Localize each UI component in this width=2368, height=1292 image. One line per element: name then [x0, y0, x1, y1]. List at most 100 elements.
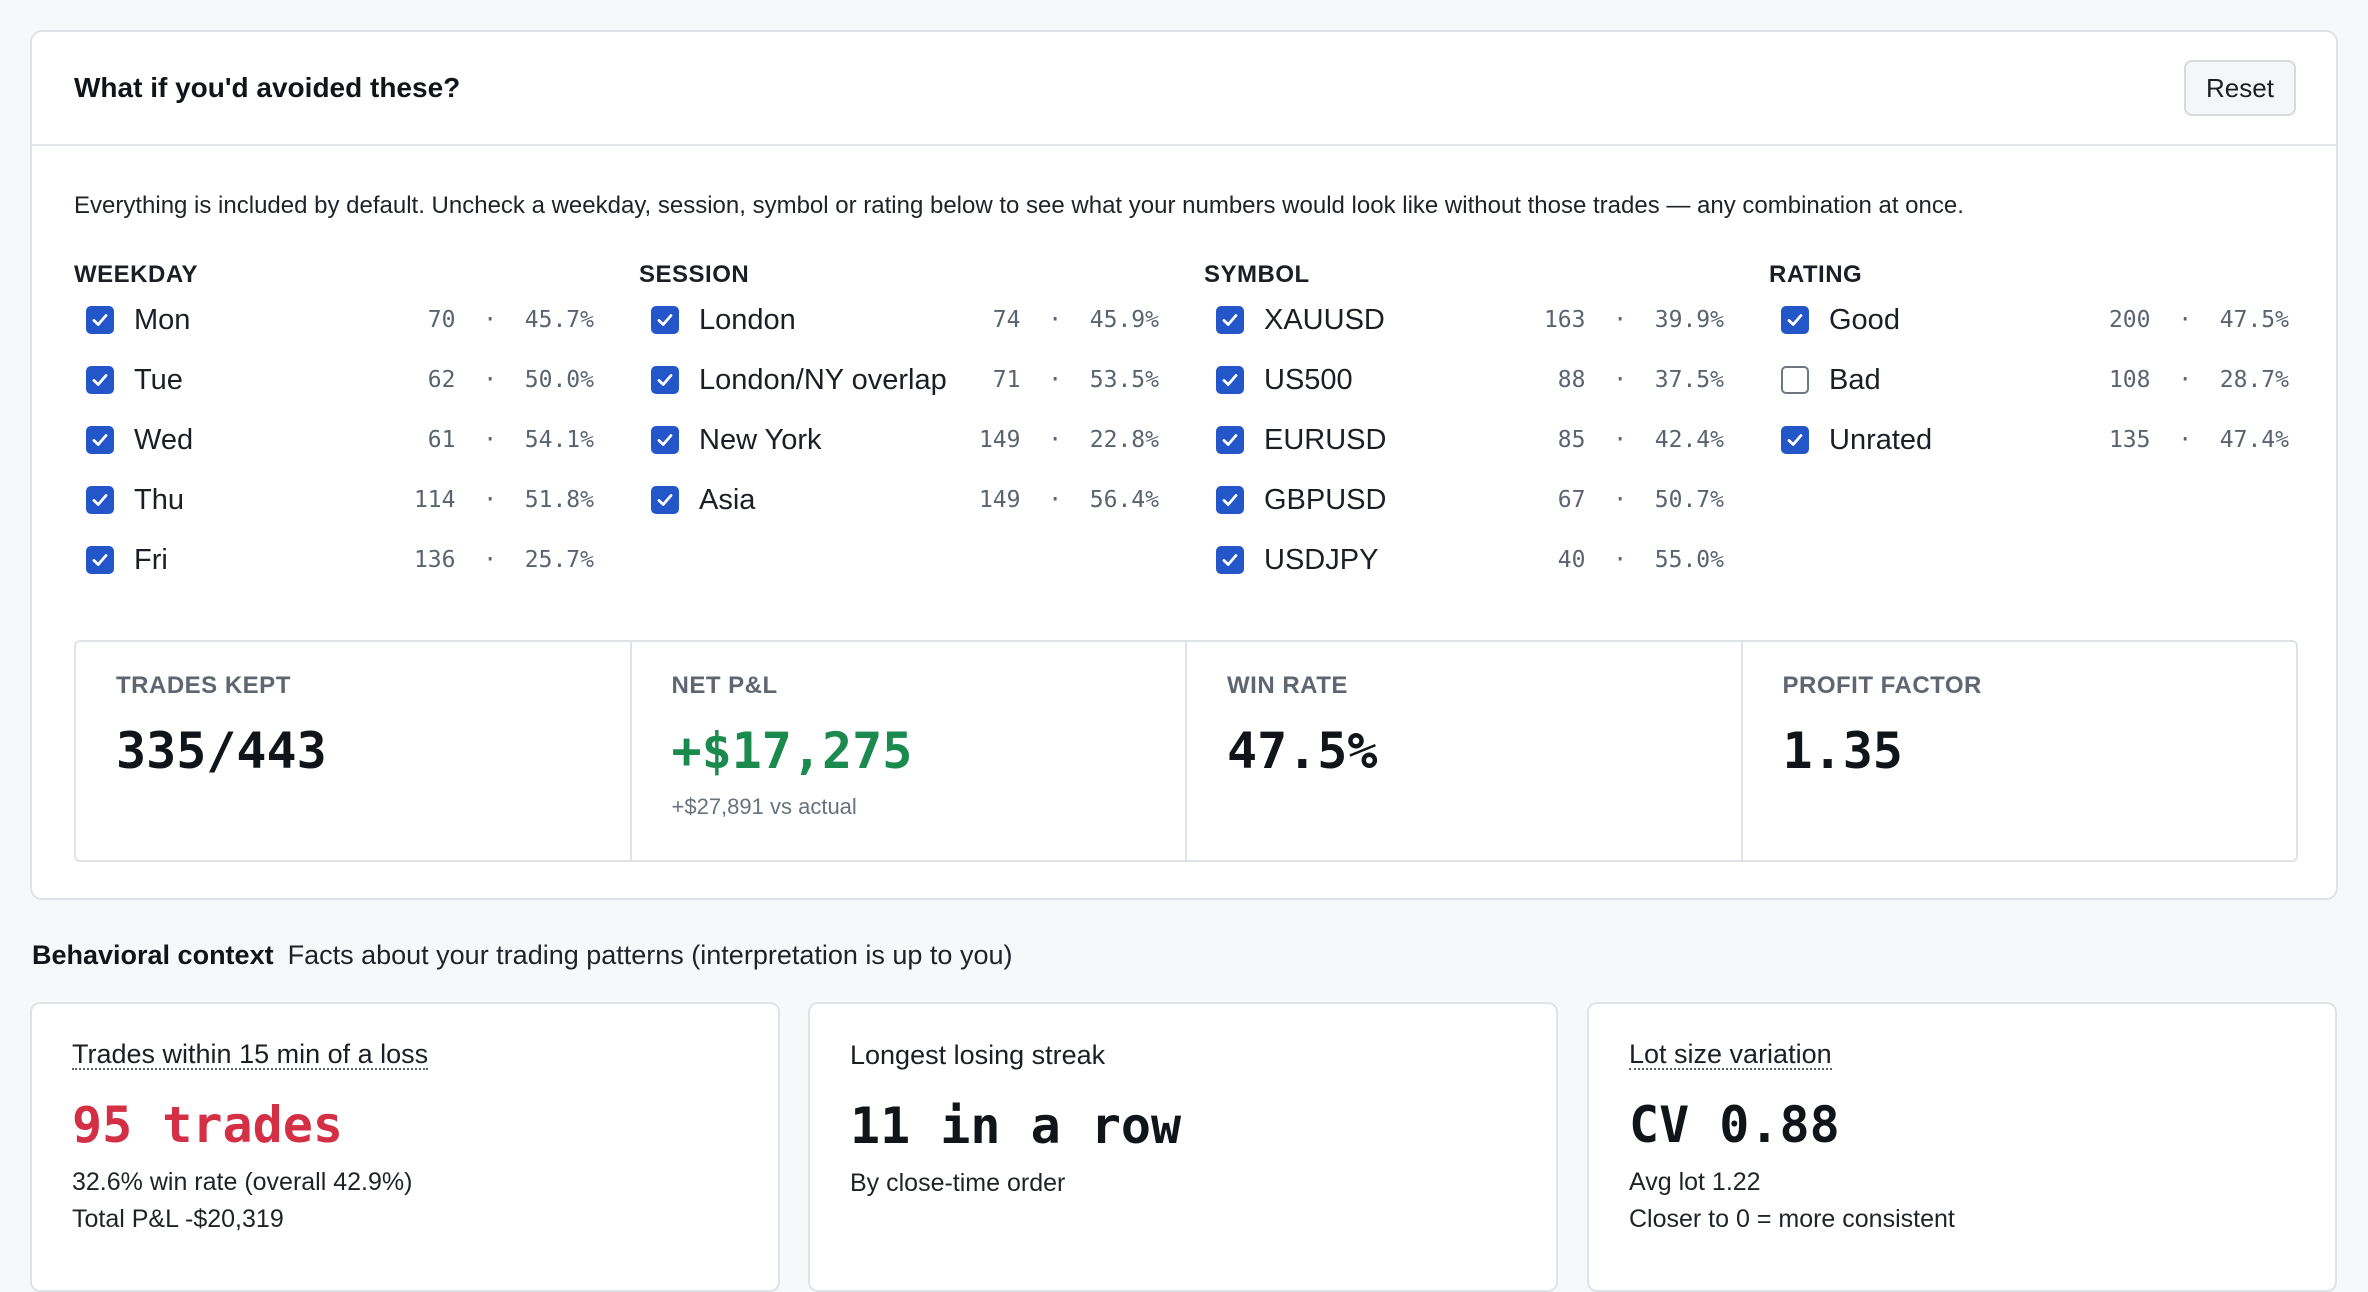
behavior-card-value: 11 in a row	[850, 1097, 1182, 1155]
behavior-card-title[interactable]: Lot size variation	[1629, 1039, 1832, 1071]
checkmark-icon	[657, 494, 673, 506]
checkbox[interactable]	[1216, 486, 1244, 514]
win-rate: 39.9%	[1654, 307, 1724, 333]
checkmark-icon	[92, 554, 108, 566]
stat-separator: ·	[1020, 367, 1090, 393]
filter-option-bad[interactable]: Bad 108 · 28.7%	[1769, 358, 2289, 402]
checkmark-icon	[657, 374, 673, 386]
metric-net-p-l: NET P&L +$17,275 +$27,891 vs actual	[632, 642, 1187, 860]
filter-groups: WEEKDAY Mon 70 · 45.7% Tue 62 · 50.0% Wed 61 ·…	[74, 260, 2296, 640]
trade-count: 88	[1557, 367, 1586, 393]
checkbox[interactable]	[651, 366, 679, 394]
behavior-card-detail: 32.6% win rate (overall 42.9%)	[72, 1168, 413, 1197]
filter-option-stats: 163 · 39.9%	[1544, 307, 1724, 333]
behavior-card-detail: By close-time order	[850, 1169, 1066, 1197]
filter-group-weekday: WEEKDAY Mon 70 · 45.7% Tue 62 · 50.0% Wed 61 ·…	[74, 260, 594, 640]
filter-option-label: Wed	[134, 423, 194, 456]
stat-separator: ·	[2150, 427, 2220, 453]
checkbox[interactable]	[1781, 426, 1809, 454]
trade-count: 108	[2108, 367, 2151, 393]
filter-option-us500[interactable]: US500 88 · 37.5%	[1204, 358, 1724, 402]
checkbox[interactable]	[651, 426, 679, 454]
checkmark-icon	[92, 494, 108, 506]
filter-option-xauusd[interactable]: XAUUSD 163 · 39.9%	[1204, 298, 1724, 342]
filter-option-new-york[interactable]: New York 149 · 22.8%	[639, 418, 1159, 462]
stat-separator: ·	[1020, 427, 1090, 453]
filter-option-stats: 85 · 42.4%	[1558, 427, 1724, 453]
filter-option-stats: 74 · 45.9%	[993, 307, 1159, 333]
what-if-panel: What if you'd avoided these? Reset Every…	[30, 30, 2338, 900]
stat-separator: ·	[2150, 307, 2220, 333]
filter-option-good[interactable]: Good 200 · 47.5%	[1769, 298, 2289, 342]
stat-separator: ·	[455, 547, 525, 573]
filter-option-eurusd[interactable]: EURUSD 85 · 42.4%	[1204, 418, 1724, 462]
filter-option-label: London/NY overlap	[699, 363, 947, 396]
behavior-card-lot-size-variation: Lot size variation CV 0.88 Avg lot 1.22 Clo…	[1587, 1002, 2337, 1292]
behavior-card-detail: Closer to 0 = more consistent	[1629, 1205, 1955, 1234]
filter-group-session: SESSION London 74 · 45.9% London/NY overlap…	[639, 260, 1159, 640]
filter-option-label: GBPUSD	[1264, 483, 1387, 516]
stat-separator: ·	[1585, 547, 1655, 573]
checkbox[interactable]	[651, 486, 679, 514]
filter-option-stats: 70 · 45.7%	[428, 307, 594, 333]
checkmark-icon	[657, 434, 673, 446]
reset-button[interactable]: Reset	[2184, 60, 2296, 116]
filter-option-stats: 135 · 47.4%	[2109, 427, 2289, 453]
win-rate: 54.1%	[524, 427, 594, 453]
checkbox[interactable]	[1781, 306, 1809, 334]
checkbox[interactable]	[651, 306, 679, 334]
checkbox[interactable]	[1216, 426, 1244, 454]
checkbox[interactable]	[86, 486, 114, 514]
win-rate: 28.7%	[2219, 367, 2289, 393]
filter-option-wed[interactable]: Wed 61 · 54.1%	[74, 418, 594, 462]
filter-option-london-ny-overlap[interactable]: London/NY overlap 71 · 53.5%	[639, 358, 1159, 402]
metric-win-rate: WIN RATE 47.5%	[1187, 642, 1743, 860]
filter-option-unrated[interactable]: Unrated 135 · 47.4%	[1769, 418, 2289, 462]
filter-option-tue[interactable]: Tue 62 · 50.0%	[74, 358, 594, 402]
checkbox[interactable]	[86, 426, 114, 454]
filter-option-stats: 67 · 50.7%	[1558, 487, 1724, 513]
checkbox[interactable]	[86, 366, 114, 394]
filter-option-label: Tue	[134, 363, 183, 396]
filter-option-mon[interactable]: Mon 70 · 45.7%	[74, 298, 594, 342]
filter-option-usdjpy[interactable]: USDJPY 40 · 55.0%	[1204, 538, 1724, 582]
trade-count: 149	[978, 487, 1021, 513]
checkmark-icon	[1787, 434, 1803, 446]
filter-option-thu[interactable]: Thu 114 · 51.8%	[74, 478, 594, 522]
what-if-intro: Everything is included by default. Unche…	[74, 192, 1964, 219]
behavior-card-trades-within-15-min-of-a-loss: Trades within 15 min of a loss 95 trades 3…	[30, 1002, 780, 1292]
filter-option-fri[interactable]: Fri 136 · 25.7%	[74, 538, 594, 582]
filter-option-label: XAUUSD	[1264, 303, 1385, 336]
filter-option-gbpusd[interactable]: GBPUSD 67 · 50.7%	[1204, 478, 1724, 522]
metric-label: WIN RATE	[1227, 672, 1348, 699]
filter-option-stats: 40 · 55.0%	[1558, 547, 1724, 573]
metric-profit-factor: PROFIT FACTOR 1.35	[1743, 642, 2297, 860]
filter-option-label: Asia	[699, 483, 756, 516]
filter-option-label: US500	[1264, 363, 1353, 396]
behavior-card-title[interactable]: Trades within 15 min of a loss	[72, 1039, 429, 1071]
stat-separator: ·	[455, 307, 525, 333]
checkmark-icon	[1222, 554, 1238, 566]
behavior-card-detail: Total P&L -$20,319	[72, 1205, 284, 1234]
trade-count: 200	[2108, 307, 2151, 333]
filter-option-london[interactable]: London 74 · 45.9%	[639, 298, 1159, 342]
checkbox[interactable]	[1781, 366, 1809, 394]
win-rate: 37.5%	[1654, 367, 1724, 393]
win-rate: 50.0%	[524, 367, 594, 393]
behavior-card-detail: Avg lot 1.22	[1629, 1168, 1761, 1197]
win-rate: 55.0%	[1654, 547, 1724, 573]
checkbox[interactable]	[1216, 546, 1244, 574]
checkbox[interactable]	[1216, 366, 1244, 394]
trade-count: 135	[2108, 427, 2151, 453]
checkmark-icon	[92, 374, 108, 386]
checkbox[interactable]	[86, 546, 114, 574]
filter-option-asia[interactable]: Asia 149 · 56.4%	[639, 478, 1159, 522]
stat-separator: ·	[1020, 487, 1090, 513]
metric-value: +$17,275	[671, 722, 913, 780]
filter-option-stats: 114 · 51.8%	[414, 487, 594, 513]
metric-value: 1.35	[1782, 722, 1903, 780]
checkbox[interactable]	[86, 306, 114, 334]
checkbox[interactable]	[1216, 306, 1244, 334]
stat-separator: ·	[1585, 487, 1655, 513]
win-rate: 53.5%	[1089, 367, 1159, 393]
